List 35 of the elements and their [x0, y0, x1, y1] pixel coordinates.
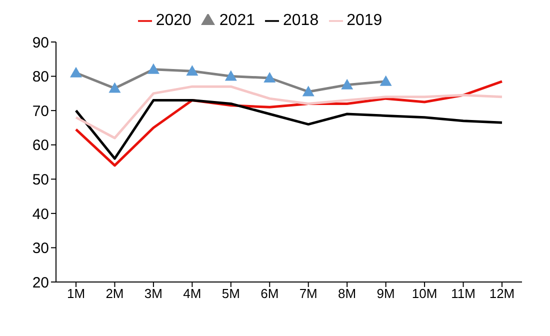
y-tick-label: 20 [32, 274, 49, 292]
x-tick-label: 6M [260, 286, 279, 302]
x-tick-label: 5M [222, 286, 240, 302]
x-tick-label: 3M [144, 286, 162, 302]
point [380, 75, 392, 86]
y-tick-label: 80 [32, 68, 49, 86]
x-tick-label: 8M [338, 286, 356, 302]
x-tick-label: 10M [412, 286, 438, 302]
point [147, 63, 160, 74]
y-tick-label: 30 [32, 240, 49, 258]
line-series [74, 85, 504, 140]
point [70, 66, 82, 78]
x-tick-label: 11M [451, 286, 476, 302]
line-series [74, 99, 504, 160]
point [108, 82, 121, 93]
legend-label: 2018 [283, 12, 319, 29]
y-tick-label: 70 [32, 102, 49, 120]
point [264, 72, 276, 82]
point [341, 78, 354, 90]
legend-label: 2021 [219, 12, 255, 29]
y-tick-label: 40 [32, 206, 49, 223]
legend-label: 2019 [346, 12, 382, 29]
y-tick-label: 50 [32, 171, 49, 188]
legend-label: 2020 [156, 12, 192, 29]
point [302, 86, 314, 96]
point [186, 65, 198, 76]
x-tick-label: 7M [299, 286, 318, 302]
x-tick-label: 9M [376, 286, 395, 302]
y-tick-label: 60 [32, 137, 49, 154]
x-tick-label: 12M [489, 286, 515, 302]
x-tick-label: 1M [66, 286, 86, 302]
point [224, 70, 237, 81]
x-tick-label: 2M [106, 286, 124, 302]
y-tick-label: 90 [32, 34, 49, 52]
x-tick-label: 4M [183, 286, 202, 302]
